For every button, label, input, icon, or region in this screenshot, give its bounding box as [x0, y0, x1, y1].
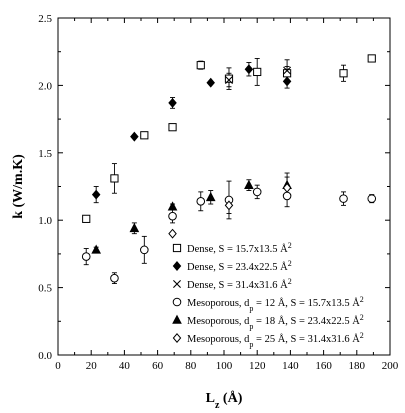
y-tick-label: 2.0: [38, 80, 52, 92]
legend-label-2: Dense, S = 23.4x22.5 Å2: [187, 259, 292, 274]
data-point-series-1: [253, 67, 262, 77]
data-point-series-4: [110, 273, 119, 283]
data-point-series-4: [81, 252, 91, 261]
y-axis-title: k (W/m.K): [11, 154, 26, 219]
data-point-series-5: [244, 179, 254, 189]
data-point-series-1: [224, 74, 234, 83]
x-tick-label: 120: [249, 360, 266, 372]
x-tick-label: 180: [349, 360, 366, 372]
data-point-series-5: [91, 244, 102, 254]
x-tick-label: 40: [119, 360, 131, 372]
data-point-series-1: [168, 123, 177, 132]
data-point-series-4: [140, 245, 149, 255]
legend-marker-6: [172, 333, 182, 343]
legend-label-5: Mesoporous, dp = 18 Å, S = 23.4x22.5 Å2: [187, 313, 364, 331]
data-point-series-3: [224, 76, 233, 84]
legend-label-6: Mesoporous, dp = 25 Å, S = 31.4x31.6 Å2: [187, 331, 364, 349]
legend: Dense, S = 15.7x13.5 Å2 Dense, S = 23.4x2…: [172, 241, 364, 349]
data-point-series-5: [167, 201, 178, 211]
legend-marker-2: [172, 261, 182, 271]
legend-label-3: Dense, S = 31.4x31.6 Å2: [187, 277, 292, 292]
data-point-series-1: [140, 131, 149, 140]
y-tick-label: 1.0: [38, 215, 52, 227]
y-tick-label: 2.5: [38, 13, 52, 25]
data-point-series-2: [130, 131, 139, 142]
legend-marker-5: [172, 314, 182, 324]
data-point-series-6: [224, 200, 234, 211]
x-axis-title: Lz (Å): [206, 390, 243, 411]
data-point-series-2: [282, 76, 292, 87]
x-tick-label: 80: [185, 360, 197, 372]
data-point-series-4: [196, 197, 206, 206]
axis-labels: Lz (Å) k (W/m.K): [11, 154, 243, 411]
y-tick-label: 0.5: [38, 283, 52, 295]
legend-marker-1: [172, 243, 182, 253]
data-point-series-5: [205, 191, 216, 202]
data-point-series-4: [282, 191, 292, 201]
data-point-series-5: [129, 222, 140, 233]
x-tick-label: 20: [86, 360, 98, 372]
data-point-series-6: [168, 228, 177, 239]
data-point-series-1: [82, 214, 91, 223]
x-tick-label: 160: [315, 360, 332, 372]
x-tick-label: 60: [152, 360, 164, 372]
y-tick-label: 1.5: [38, 148, 52, 160]
x-tick-label: 200: [382, 360, 399, 372]
data-point-series-1: [367, 54, 376, 63]
data-point-series-1: [339, 69, 348, 78]
axis-ticks: 0 20 40 60 80 100 120 140 160 180 200 0.0 0.5 1.0 1.5 2…: [38, 13, 399, 372]
x-tick-label: 0: [55, 360, 61, 372]
data-point-series-6: [282, 182, 292, 193]
data-points: [81, 54, 377, 283]
data-point-series-4: [252, 187, 262, 197]
data-point-series-4: [168, 211, 177, 221]
data-point-series-2: [206, 77, 215, 88]
data-point-series-2: [91, 189, 101, 200]
legend-label-1: Dense, S = 15.7x13.5 Å2: [187, 241, 292, 256]
data-point-series-4: [367, 194, 377, 203]
data-point-series-3: [283, 66, 292, 75]
legend-marker-4: [172, 297, 182, 307]
data-point-series-1: [110, 174, 119, 183]
data-point-series-2: [244, 64, 254, 75]
data-point-series-4: [339, 194, 348, 203]
y-tick-label: 0.0: [38, 350, 52, 362]
legend-marker-3: [173, 280, 181, 288]
data-point-series-1: [196, 61, 205, 70]
x-tick-label: 100: [216, 360, 233, 372]
legend-label-4: Mesoporous, dp = 12 Å, S = 15.7x13.5 Å2: [187, 295, 364, 313]
x-tick-label: 140: [282, 360, 299, 372]
data-point-series-2: [168, 97, 177, 108]
